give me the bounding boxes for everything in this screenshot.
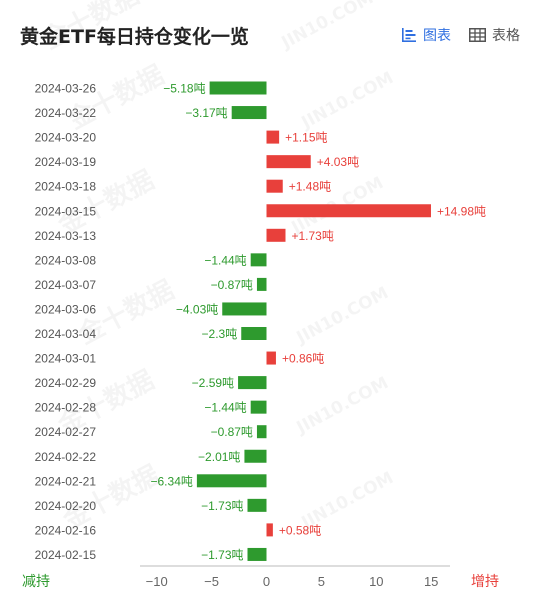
category-label: 2024-03-13 bbox=[35, 229, 97, 243]
category-label: 2024-03-20 bbox=[35, 131, 97, 145]
category-label: 2024-02-15 bbox=[35, 548, 97, 562]
bar bbox=[209, 81, 267, 95]
category-label: 2024-02-29 bbox=[35, 376, 97, 390]
bar-chart-icon bbox=[401, 27, 417, 43]
bar bbox=[247, 498, 267, 512]
data-label: −0.87吨 bbox=[211, 425, 253, 439]
bar bbox=[266, 351, 276, 365]
category-label: 2024-02-27 bbox=[35, 425, 97, 439]
category-label: 2024-03-04 bbox=[35, 327, 97, 341]
table-icon bbox=[469, 28, 486, 42]
data-label: −2.01吨 bbox=[198, 450, 240, 464]
watermark-text: 金十数据 bbox=[37, 0, 144, 56]
category-label: 2024-02-16 bbox=[35, 523, 97, 537]
bar bbox=[266, 204, 431, 218]
category-label: 2024-03-07 bbox=[35, 278, 97, 292]
bar bbox=[241, 327, 267, 340]
data-label: +4.03吨 bbox=[317, 155, 359, 169]
tab-table-label: 表格 bbox=[492, 27, 520, 43]
x-tick-label: −5 bbox=[204, 574, 219, 589]
x-tick-label: 10 bbox=[369, 574, 383, 589]
bar bbox=[256, 425, 267, 439]
tab-chart-label: 图表 bbox=[423, 27, 451, 43]
bar bbox=[266, 179, 283, 193]
category-label: 2024-02-21 bbox=[35, 474, 97, 488]
bar bbox=[266, 523, 273, 537]
watermark-text: JIN10.COM bbox=[298, 68, 397, 133]
category-label: 2024-02-28 bbox=[35, 401, 97, 415]
category-label: 2024-03-06 bbox=[35, 302, 97, 316]
category-label: 2024-03-18 bbox=[35, 180, 97, 194]
category-label: 2024-03-08 bbox=[35, 253, 97, 267]
data-label: −1.44吨 bbox=[204, 401, 246, 415]
watermark-text: 金十数据 bbox=[62, 59, 169, 136]
decrease-label: 减持 bbox=[22, 573, 50, 589]
data-label: −0.87吨 bbox=[211, 278, 253, 292]
bar bbox=[247, 547, 267, 561]
category-label: 2024-03-01 bbox=[35, 352, 97, 366]
category-label: 2024-03-22 bbox=[35, 106, 97, 120]
watermark-text: JIN10.COM bbox=[293, 283, 392, 348]
bar bbox=[231, 106, 267, 120]
data-label: −1.44吨 bbox=[204, 253, 246, 267]
data-label: +0.58吨 bbox=[279, 523, 321, 537]
increase-label: 增持 bbox=[471, 573, 499, 589]
tab-table[interactable]: 表格 bbox=[469, 25, 520, 45]
x-tick-label: 5 bbox=[318, 574, 325, 589]
data-label: +1.48吨 bbox=[289, 180, 331, 194]
data-label: +0.86吨 bbox=[282, 352, 324, 366]
category-label: 2024-03-19 bbox=[35, 155, 97, 169]
data-label: −3.17吨 bbox=[185, 106, 227, 120]
bar bbox=[196, 474, 267, 488]
bar bbox=[222, 302, 267, 316]
watermark-text: JIN10.COM bbox=[293, 373, 392, 438]
x-tick-label: −10 bbox=[146, 574, 168, 589]
category-label: 2024-03-15 bbox=[35, 204, 97, 218]
header: 黄金ETF每日持仓变化一览 图表 bbox=[0, 0, 538, 70]
bar bbox=[250, 400, 267, 414]
bar bbox=[256, 277, 267, 291]
bar bbox=[244, 449, 267, 463]
data-label: +14.98吨 bbox=[437, 204, 486, 218]
data-label: −6.34吨 bbox=[151, 474, 193, 488]
data-label: −1.73吨 bbox=[201, 499, 243, 513]
category-label: 2024-02-22 bbox=[35, 450, 97, 464]
data-label: −1.73吨 bbox=[201, 548, 243, 562]
x-tick-label: 15 bbox=[424, 574, 438, 589]
bar bbox=[238, 376, 267, 390]
data-label: −4.03吨 bbox=[176, 302, 218, 316]
category-label: 2024-03-26 bbox=[35, 82, 97, 96]
watermark-text: JIN10.COM bbox=[278, 0, 377, 54]
data-label: −2.59吨 bbox=[192, 376, 234, 390]
data-label: −2.3吨 bbox=[202, 327, 238, 341]
data-label: −5.18吨 bbox=[163, 82, 205, 96]
data-label: +1.73吨 bbox=[291, 229, 333, 243]
bar bbox=[266, 155, 311, 169]
bar bbox=[250, 253, 267, 267]
x-tick-label: 0 bbox=[263, 574, 270, 589]
page-title: 黄金ETF每日持仓变化一览 bbox=[20, 26, 249, 48]
bar bbox=[266, 130, 280, 144]
bar bbox=[266, 228, 286, 242]
tab-chart[interactable]: 图表 bbox=[401, 25, 451, 45]
category-label: 2024-02-20 bbox=[35, 499, 97, 513]
view-tabs: 图表 表格 bbox=[401, 25, 520, 45]
data-label: +1.15吨 bbox=[285, 131, 327, 145]
